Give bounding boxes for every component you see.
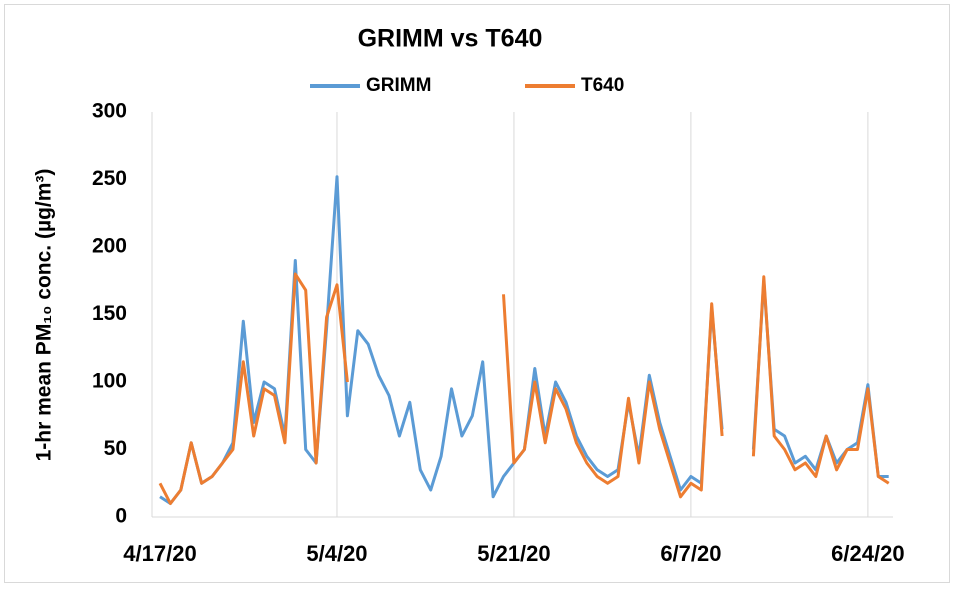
x-tick-label: 4/17/20 <box>123 541 196 566</box>
x-tick-label: 5/21/20 <box>477 541 550 566</box>
series-line <box>158 272 890 505</box>
legend-label: GRIMM <box>366 75 431 96</box>
y-tick-label: 150 <box>92 302 127 325</box>
x-tick-label: 5/4/20 <box>306 541 367 566</box>
series-line <box>159 175 889 505</box>
y-tick-label: 0 <box>115 505 127 528</box>
y-tick-label: 50 <box>104 437 127 460</box>
y-tick-label: 250 <box>92 167 127 190</box>
chart-title: GRIMM vs T640 <box>358 25 543 53</box>
x-tick-label: 6/7/20 <box>660 541 721 566</box>
chart-frame <box>4 4 950 583</box>
y-axis-title: 1-hr mean PM₁₀ conc. (µg/m³) <box>33 169 56 462</box>
x-tick-label: 6/24/20 <box>831 541 904 566</box>
y-tick-label: 200 <box>92 235 127 258</box>
y-tick-label: 300 <box>92 100 127 123</box>
y-tick-label: 100 <box>92 370 127 393</box>
legend-label: T640 <box>581 75 624 96</box>
